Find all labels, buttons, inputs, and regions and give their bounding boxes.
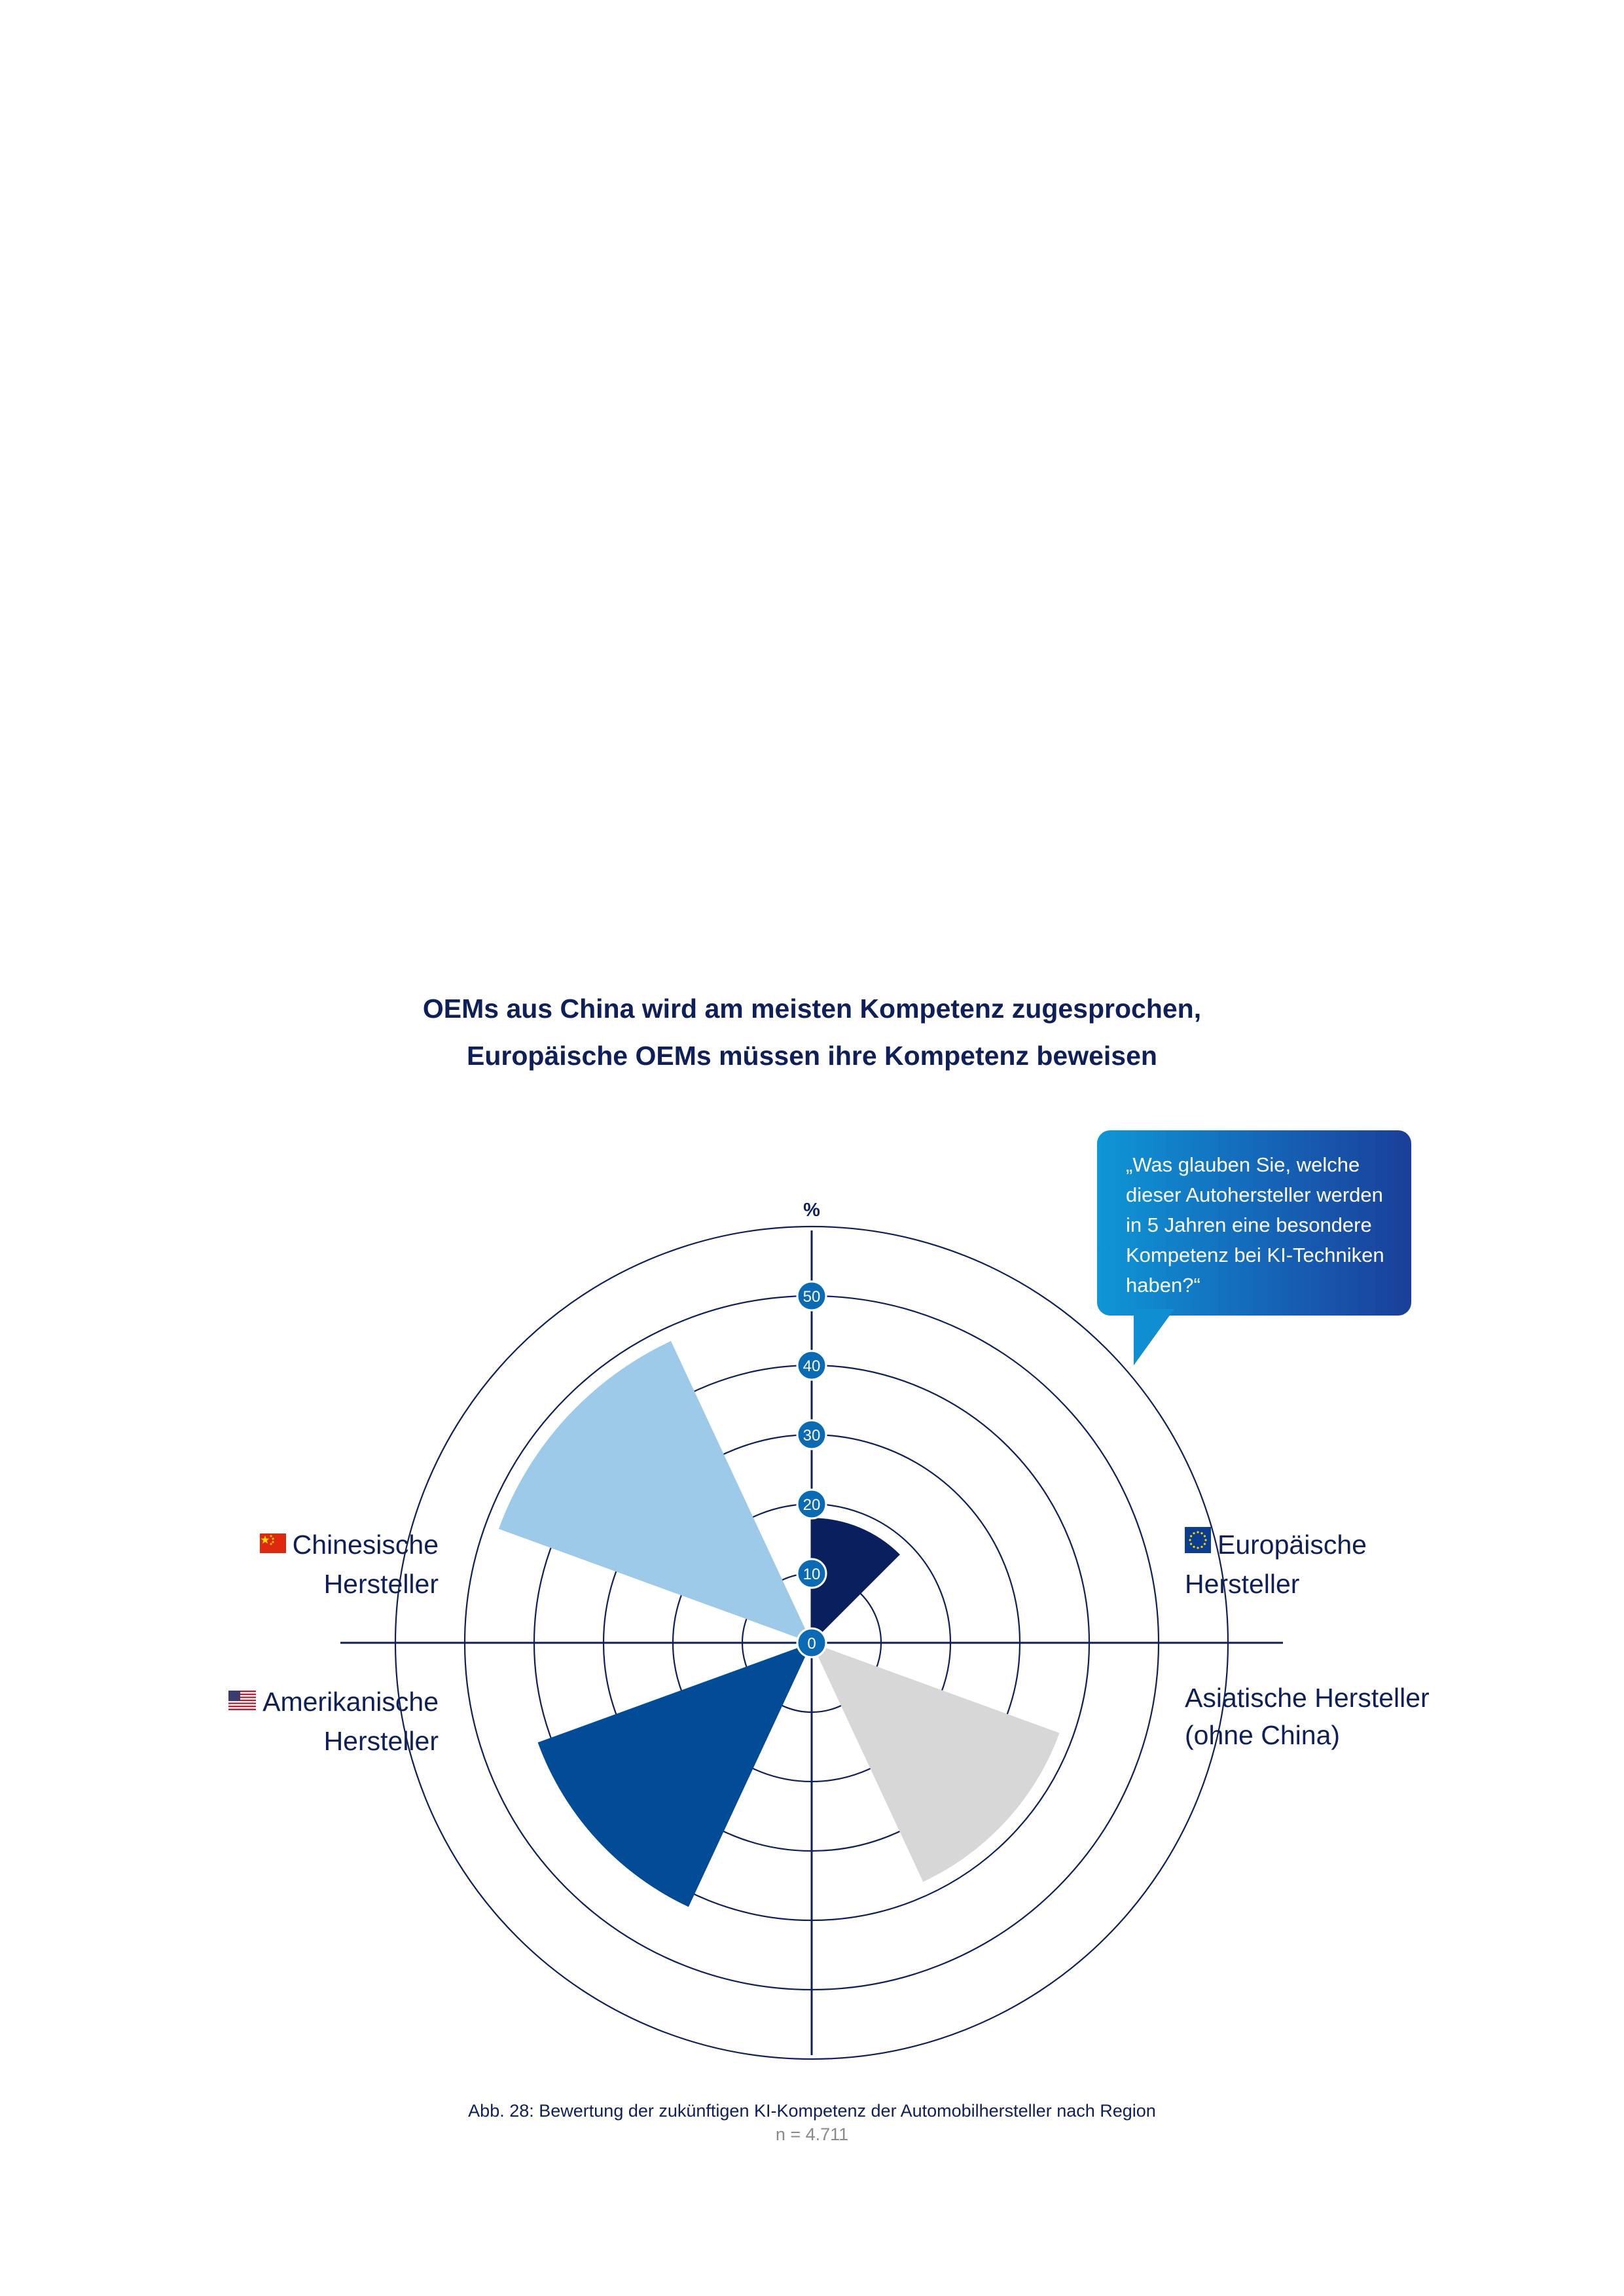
tick-badge-50 — [796, 1280, 827, 1312]
usa-flag-icon — [228, 1683, 257, 1720]
label-asian-line2: (ohne China) — [1185, 1720, 1341, 1750]
question-line: in 5 Jahren eine besondere — [1126, 1213, 1372, 1236]
china-flag-icon — [259, 1526, 286, 1563]
tick-badge-0 — [796, 1627, 827, 1659]
question-line: „Was glauben Sie, welche — [1126, 1153, 1360, 1176]
tick-label-0: 0 — [807, 1635, 816, 1653]
tick-label-10: 10 — [803, 1566, 821, 1583]
tick-badge-30 — [796, 1419, 827, 1450]
question-line: dieser Autohersteller werden — [1126, 1183, 1383, 1206]
tick-label-30: 30 — [803, 1427, 821, 1444]
title-line-2: Europäische OEMs müssen ihre Kompetenz b… — [467, 1041, 1157, 1071]
sector-2 — [812, 1643, 1060, 1882]
label-european-line1: Europäische — [1218, 1530, 1367, 1560]
question-text: „Was glauben Sie, welche dieser Autohers… — [1126, 1150, 1398, 1300]
label-chinese: Chinesische Hersteller — [223, 1526, 439, 1603]
label-asian: Asiatische Hersteller (ohne China) — [1185, 1679, 1430, 1754]
label-chinese-line1: Chinesische — [292, 1530, 439, 1560]
figure-caption: Abb. 28: Bewertung der zukünftigen KI-Ko… — [468, 2101, 1156, 2121]
label-asian-line1: Asiatische Hersteller — [1185, 1683, 1430, 1713]
question-line: Kompetenz bei KI-Techniken — [1126, 1244, 1384, 1266]
sector-1 — [812, 1518, 900, 1643]
title-line-1: OEMs aus China wird am meisten Kompetenz… — [422, 994, 1202, 1024]
label-american: Amerikanische Hersteller — [196, 1683, 439, 1760]
eu-flag-icon — [1185, 1526, 1211, 1563]
tick-badge-40 — [796, 1350, 827, 1381]
chart-title: OEMs aus China wird am meisten Kompetenz… — [0, 985, 1624, 1079]
label-european: Europäische Hersteller — [1185, 1526, 1367, 1603]
question-callout: „Was glauben Sie, welche dieser Autohers… — [1097, 1130, 1411, 1316]
tick-badge-20 — [796, 1488, 827, 1520]
label-american-line2: Hersteller — [323, 1725, 439, 1756]
label-european-line2: Hersteller — [1185, 1568, 1300, 1599]
label-chinese-line2: Hersteller — [323, 1568, 439, 1599]
sample-size: n = 4.711 — [775, 2125, 849, 2144]
callout-tail — [1134, 1309, 1174, 1365]
sectors-group — [498, 1340, 1060, 1907]
tick-badge-10 — [796, 1558, 827, 1589]
unit-label: % — [803, 1200, 820, 1221]
label-american-line1: Amerikanische — [262, 1687, 439, 1717]
sector-3 — [537, 1643, 812, 1907]
tick-label-20: 20 — [803, 1496, 821, 1514]
question-line: haben?“ — [1126, 1274, 1200, 1297]
tick-label-40: 40 — [803, 1357, 821, 1375]
sector-4 — [498, 1340, 812, 1643]
tick-label-50: 50 — [803, 1288, 821, 1306]
